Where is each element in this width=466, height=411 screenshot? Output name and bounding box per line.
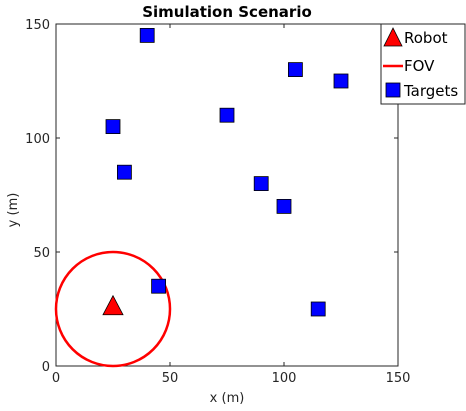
legend-robot-marker	[383, 27, 403, 47]
x-axis-label: x (m)	[210, 391, 245, 406]
legend: Robot FOV Targets	[380, 23, 466, 105]
x-tick-label: 150	[386, 371, 411, 386]
targets-layer	[105, 27, 349, 317]
legend-fov-label: FOV	[404, 57, 435, 75]
target-marker	[139, 27, 155, 43]
chart-title: Simulation Scenario	[142, 3, 312, 21]
target-marker	[287, 62, 303, 77]
plot-area	[54, 23, 399, 368]
target-marker	[151, 278, 167, 294]
x-tick-label: 50	[162, 371, 179, 386]
legend-targets-marker	[385, 82, 401, 98]
target-marker	[310, 301, 326, 317]
axis-ticks: 0 50 100 150 0 50 100 150	[25, 18, 410, 386]
y-axis-label: y (m)	[6, 193, 21, 228]
x-tick-label: 0	[52, 371, 60, 386]
y-tick-label: 50	[33, 246, 50, 261]
y-tick-label: 0	[42, 360, 50, 375]
robot-marker	[102, 294, 124, 316]
robot-layer	[102, 294, 124, 316]
y-tick-label: 100	[25, 132, 50, 147]
fov-circle	[54, 250, 172, 368]
target-marker	[219, 107, 235, 123]
legend-targets-label: Targets	[403, 82, 458, 100]
target-marker	[117, 164, 132, 180]
legend-robot-label: Robot	[404, 29, 448, 47]
target-marker	[276, 198, 292, 214]
target-marker	[253, 176, 269, 192]
target-marker	[105, 119, 121, 134]
fov-layer	[54, 250, 172, 368]
x-tick-label: 100	[272, 371, 297, 386]
y-tick-label: 150	[25, 18, 50, 33]
target-marker	[333, 73, 349, 89]
